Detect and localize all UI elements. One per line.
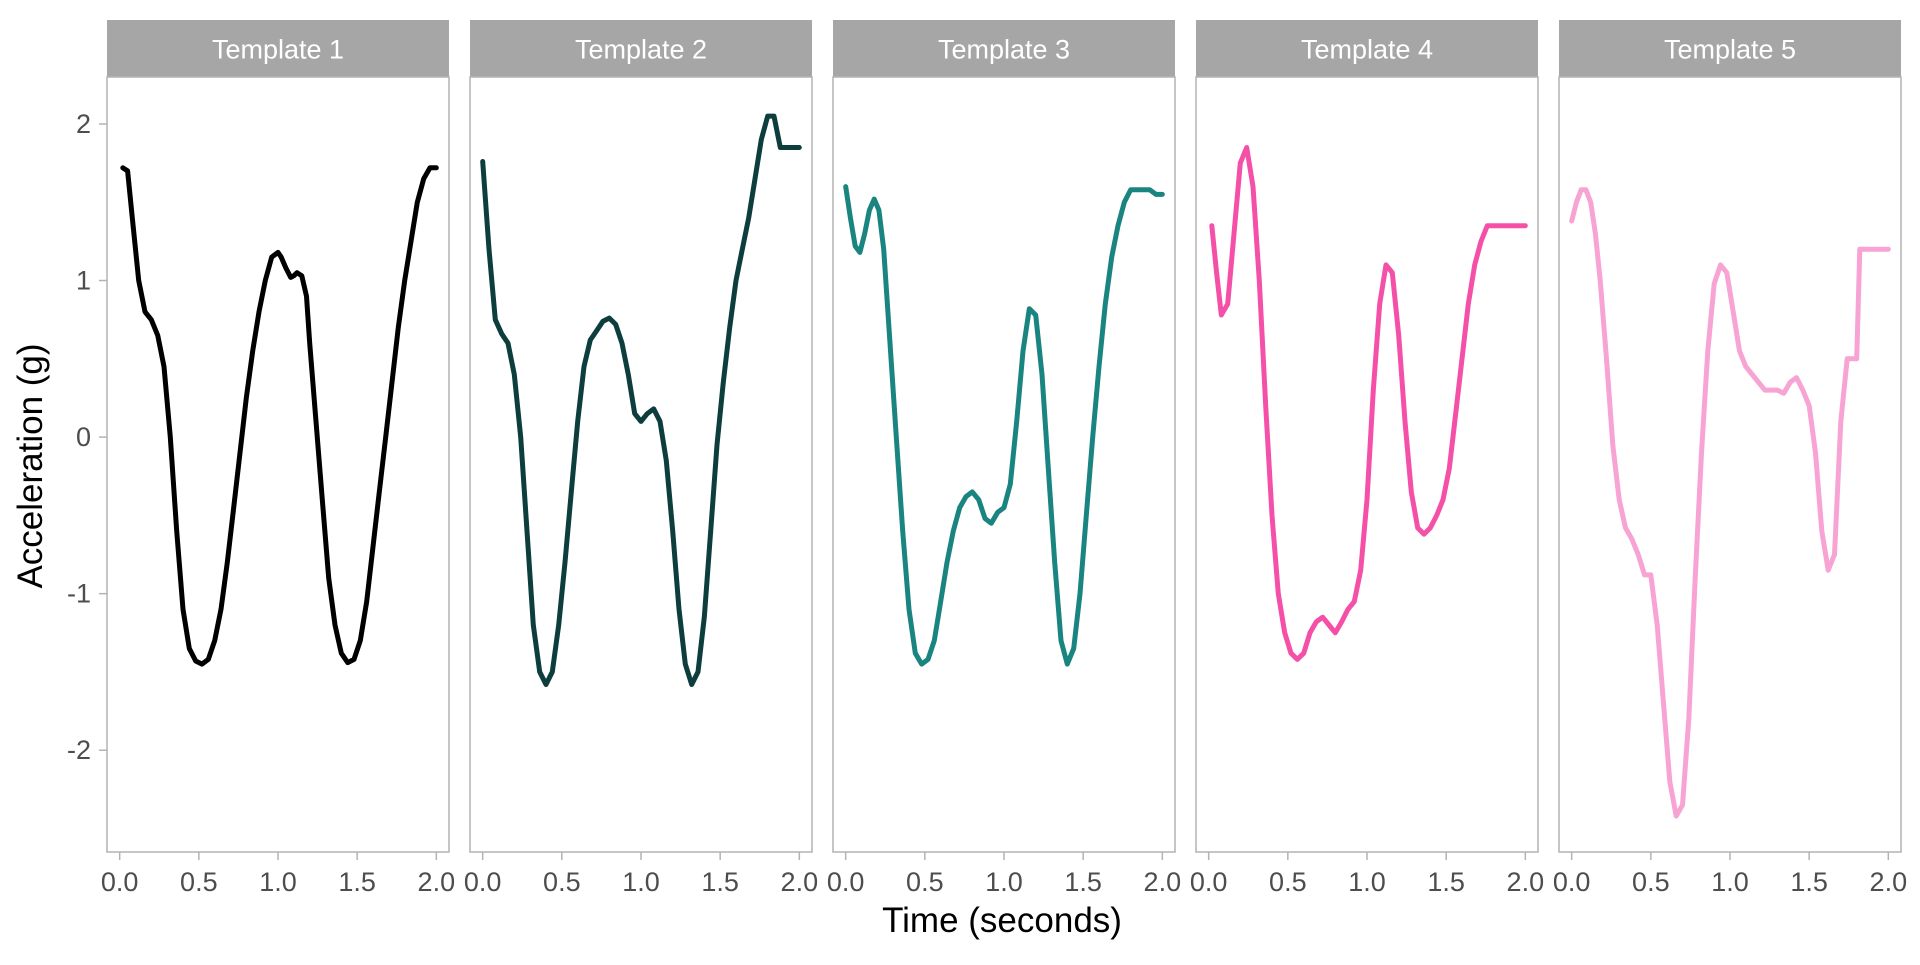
panel-border [1558, 76, 1902, 853]
y-axis-title: Acceleration (g) [11, 343, 50, 588]
series-line-template-5 [1569, 187, 1891, 819]
facet-panel-1: Template 1 0.0 0.5 1.0 1.5 2.0 [101, 20, 455, 897]
series-line-template-4 [1209, 145, 1528, 662]
x-tick-label: 0.0 [101, 867, 139, 897]
x-tick-label: 0.5 [180, 867, 218, 897]
series-line-template-3 [843, 184, 1165, 667]
x-tick-label: 2.0 [1870, 867, 1908, 897]
x-tick-label: 2.0 [1507, 867, 1545, 897]
y-tick-label: 2 [76, 109, 91, 139]
x-tick-label: 2.0 [1144, 867, 1182, 897]
y-axis: 2 1 0 -1 -2 [67, 109, 107, 765]
panel-border [832, 76, 1176, 853]
facet-strip [833, 20, 1175, 77]
x-tick-label: 0.5 [543, 867, 581, 897]
x-tick-label: 1.5 [701, 867, 739, 897]
facet-strip-label: Template 3 [938, 35, 1070, 65]
x-tick-label: 1.0 [1711, 867, 1749, 897]
facet-strip [1196, 20, 1538, 77]
series-line-template-2 [480, 113, 802, 687]
x-tick-label: 0.0 [1553, 867, 1591, 897]
x-tick-label: 0.5 [1269, 867, 1307, 897]
facet-panel-4: Template 4 0.0 0.5 1.0 1.5 2.0 [1190, 20, 1544, 897]
x-axis-title: Time (seconds) [882, 901, 1122, 940]
y-tick-label: -1 [67, 579, 91, 609]
x-tick-label: 0.0 [464, 867, 502, 897]
facet-strip-label: Template 4 [1301, 35, 1433, 65]
facet-panel-3: Template 3 0.0 0.5 1.0 1.5 2.0 [827, 20, 1181, 897]
x-tick-label: 1.5 [1064, 867, 1102, 897]
y-tick-label: 1 [76, 266, 91, 296]
facet-panel-2: Template 2 0.0 0.5 1.0 1.5 2.0 [464, 20, 818, 897]
x-tick-label: 2.0 [418, 867, 456, 897]
panel-border [106, 76, 450, 853]
facet-strip-label: Template 2 [575, 35, 707, 65]
x-tick-label: 1.0 [1348, 867, 1386, 897]
facet-strip-label: Template 5 [1664, 35, 1796, 65]
x-tick-label: 1.0 [985, 867, 1023, 897]
x-tick-label: 1.5 [338, 867, 376, 897]
x-tick-label: 2.0 [781, 867, 819, 897]
x-tick-label: 0.0 [1190, 867, 1228, 897]
y-tick-label: -2 [67, 735, 91, 765]
facet-strip-label: Template 1 [212, 35, 344, 65]
facet-strip [470, 20, 812, 77]
panels-layer: Template 1 0.0 0.5 1.0 1.5 2.0 Template 2 0.0 0.… [101, 20, 1907, 897]
x-tick-label: 1.5 [1427, 867, 1465, 897]
x-tick-label: 1.0 [622, 867, 660, 897]
x-tick-label: 1.0 [259, 867, 297, 897]
x-tick-label: 0.5 [1632, 867, 1670, 897]
facet-strip [107, 20, 449, 77]
series-line-template-1 [120, 165, 439, 667]
x-tick-label: 1.5 [1790, 867, 1828, 897]
x-tick-label: 0.0 [827, 867, 865, 897]
facet-strip [1559, 20, 1901, 77]
x-tick-label: 0.5 [906, 867, 944, 897]
facet-panel-5: Template 5 0.0 0.5 1.0 1.5 2.0 [1553, 20, 1907, 897]
y-tick-label: 0 [76, 422, 91, 452]
